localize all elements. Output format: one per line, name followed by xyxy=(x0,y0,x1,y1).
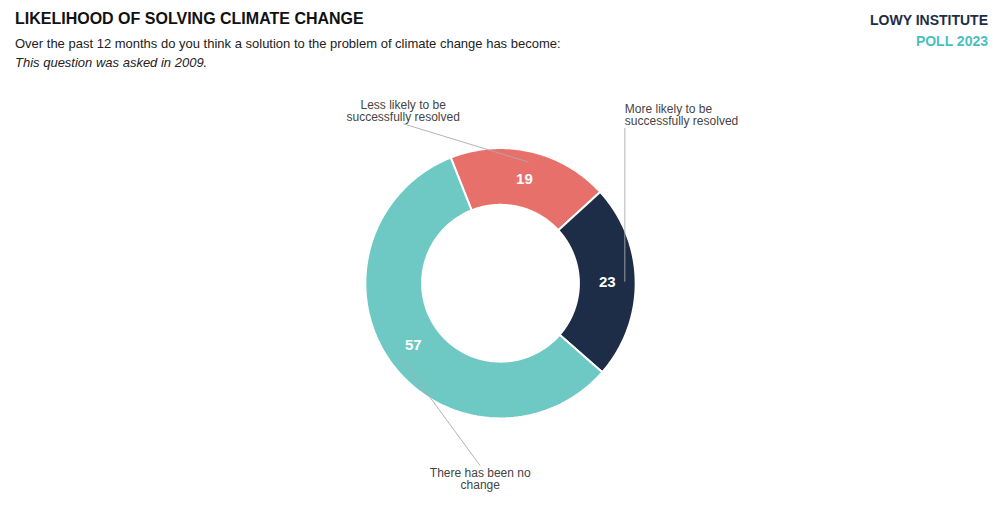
html-text:LIKELIHOOD OF SOLVING CLIMATE: LIKELIHOOD OF SOLVING CLIMATE CHANGE xyxy=(15,10,364,27)
html-text:POLL 2023: POLL 2023 xyxy=(915,33,988,49)
html-text:Over the past 12 months do you: Over the past 12 months do you think a s… xyxy=(15,36,561,51)
html-text:This question was asked in 200: This question was asked in 2009. xyxy=(15,55,208,70)
svg-text:There has been nochange: There has been nochange xyxy=(430,466,531,492)
html-text:LOWY INSTITUTE: LOWY INSTITUTE xyxy=(870,12,988,28)
svg-text:Less likely to besuccessfully: Less likely to besuccessfully resolved xyxy=(346,98,459,124)
svg-text:19: 19 xyxy=(516,170,533,187)
svg-text:57: 57 xyxy=(405,336,422,353)
svg-text:More likely to besuccessfully: More likely to besuccessfully resolved xyxy=(625,102,738,128)
svg-text:23: 23 xyxy=(599,273,616,290)
